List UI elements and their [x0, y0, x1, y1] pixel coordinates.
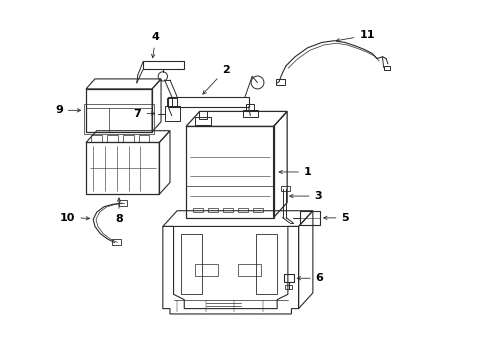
Bar — [112, 239, 121, 245]
Bar — [123, 135, 134, 143]
Bar — [195, 117, 211, 125]
Text: 11: 11 — [336, 30, 375, 42]
Bar — [238, 207, 248, 212]
Bar — [384, 66, 390, 70]
Bar — [143, 62, 184, 69]
Bar — [243, 110, 258, 117]
Bar — [186, 126, 273, 217]
Bar — [253, 207, 263, 212]
Bar — [276, 79, 285, 85]
Bar — [86, 89, 152, 132]
Bar — [246, 104, 253, 111]
Text: 8: 8 — [115, 198, 123, 224]
Bar — [193, 207, 203, 212]
Text: 7: 7 — [134, 109, 154, 118]
Text: 3: 3 — [290, 191, 322, 201]
Bar — [285, 285, 292, 289]
Text: 2: 2 — [203, 64, 229, 94]
Bar — [223, 207, 233, 212]
Text: 1: 1 — [279, 167, 312, 177]
Bar — [165, 106, 180, 121]
Bar — [107, 135, 118, 143]
Bar — [281, 186, 290, 191]
Bar — [168, 97, 248, 107]
Bar — [119, 200, 127, 206]
Text: 9: 9 — [55, 105, 80, 115]
Text: 5: 5 — [324, 213, 349, 223]
Bar — [256, 234, 277, 294]
Bar — [84, 104, 154, 134]
Bar — [208, 207, 218, 212]
Text: 10: 10 — [60, 212, 90, 222]
Bar — [238, 264, 261, 276]
Bar — [181, 234, 202, 294]
Bar — [300, 211, 320, 225]
Text: 6: 6 — [297, 273, 323, 283]
Bar — [86, 143, 159, 194]
Bar — [199, 111, 207, 118]
Bar — [284, 274, 294, 282]
Bar — [92, 135, 102, 143]
Bar — [195, 264, 218, 276]
Bar — [139, 135, 149, 143]
Text: 4: 4 — [151, 32, 160, 58]
Bar — [168, 98, 177, 106]
